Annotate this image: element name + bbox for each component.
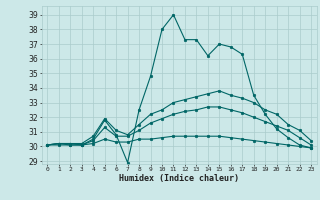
X-axis label: Humidex (Indice chaleur): Humidex (Indice chaleur) (119, 174, 239, 183)
